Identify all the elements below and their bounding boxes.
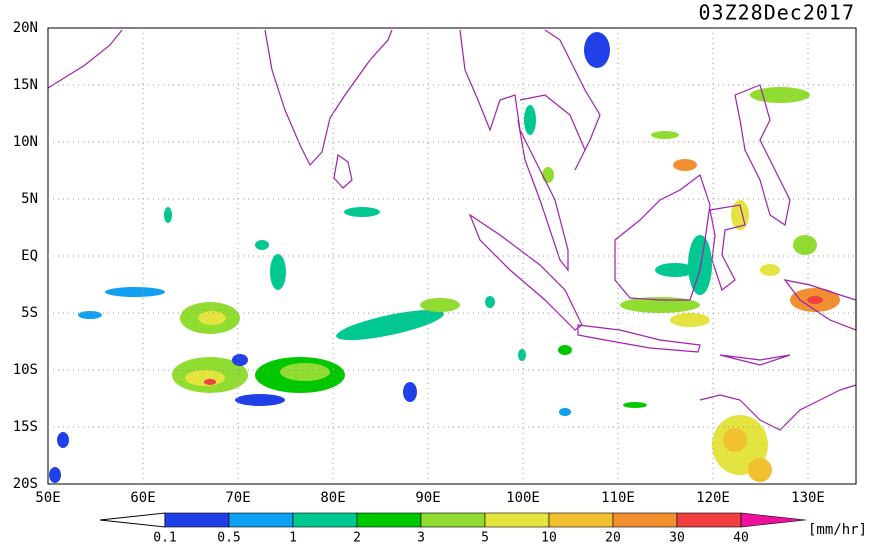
colorbar-label: 1 xyxy=(289,531,297,544)
lat-label: 10S xyxy=(13,362,38,378)
lat-label: 20N xyxy=(13,20,38,36)
lon-label: 60E xyxy=(130,490,155,506)
colorbar-box xyxy=(420,512,486,528)
coastlines xyxy=(47,29,857,431)
lon-label: 50E xyxy=(35,490,60,506)
lon-label: 70E xyxy=(225,490,250,506)
colorbar-label: 0.1 xyxy=(153,531,176,544)
lon-label: 120E xyxy=(696,490,730,506)
lon-label: 90E xyxy=(415,490,440,506)
colorbar: 0.1 0.5 1 2 3 5 10 20 30 40 xyxy=(99,512,807,544)
lat-label: EQ xyxy=(21,248,38,264)
colorbar-low-end xyxy=(99,512,166,528)
lat-label: 5S xyxy=(21,305,38,321)
colorbar-box xyxy=(676,512,742,528)
colorbar-label: 3 xyxy=(417,531,425,544)
lon-label: 130E xyxy=(791,490,825,506)
timestamp: 03Z28Dec2017 xyxy=(699,1,856,25)
colorbar-label: 40 xyxy=(733,531,749,544)
lon-label: 100E xyxy=(506,490,540,506)
lat-label: 5N xyxy=(21,191,38,207)
colorbar-box xyxy=(356,512,422,528)
colorbar-label: 0.5 xyxy=(217,531,240,544)
colorbar-label: 10 xyxy=(541,531,557,544)
colorbar-box xyxy=(548,512,614,528)
colorbar-label: 2 xyxy=(353,531,361,544)
lon-label: 80E xyxy=(320,490,345,506)
unit-label: [mm/hr] xyxy=(808,522,867,538)
colorbar-box xyxy=(612,512,678,528)
lat-label: 15N xyxy=(13,77,38,93)
colorbar-label: 5 xyxy=(481,531,489,544)
colorbar-box xyxy=(292,512,358,528)
colorbar-label: 20 xyxy=(605,531,621,544)
rain-areas xyxy=(49,32,840,483)
lat-label: 15S xyxy=(13,419,38,435)
grid xyxy=(48,28,856,484)
colorbar-high-end xyxy=(740,512,807,528)
colorbar-box xyxy=(484,512,550,528)
colorbar-box xyxy=(164,512,230,528)
colorbar-box xyxy=(228,512,294,528)
lat-label: 20S xyxy=(13,476,38,492)
colorbar-label: 30 xyxy=(669,531,685,544)
lon-label: 110E xyxy=(601,490,635,506)
lat-label: 10N xyxy=(13,134,38,150)
